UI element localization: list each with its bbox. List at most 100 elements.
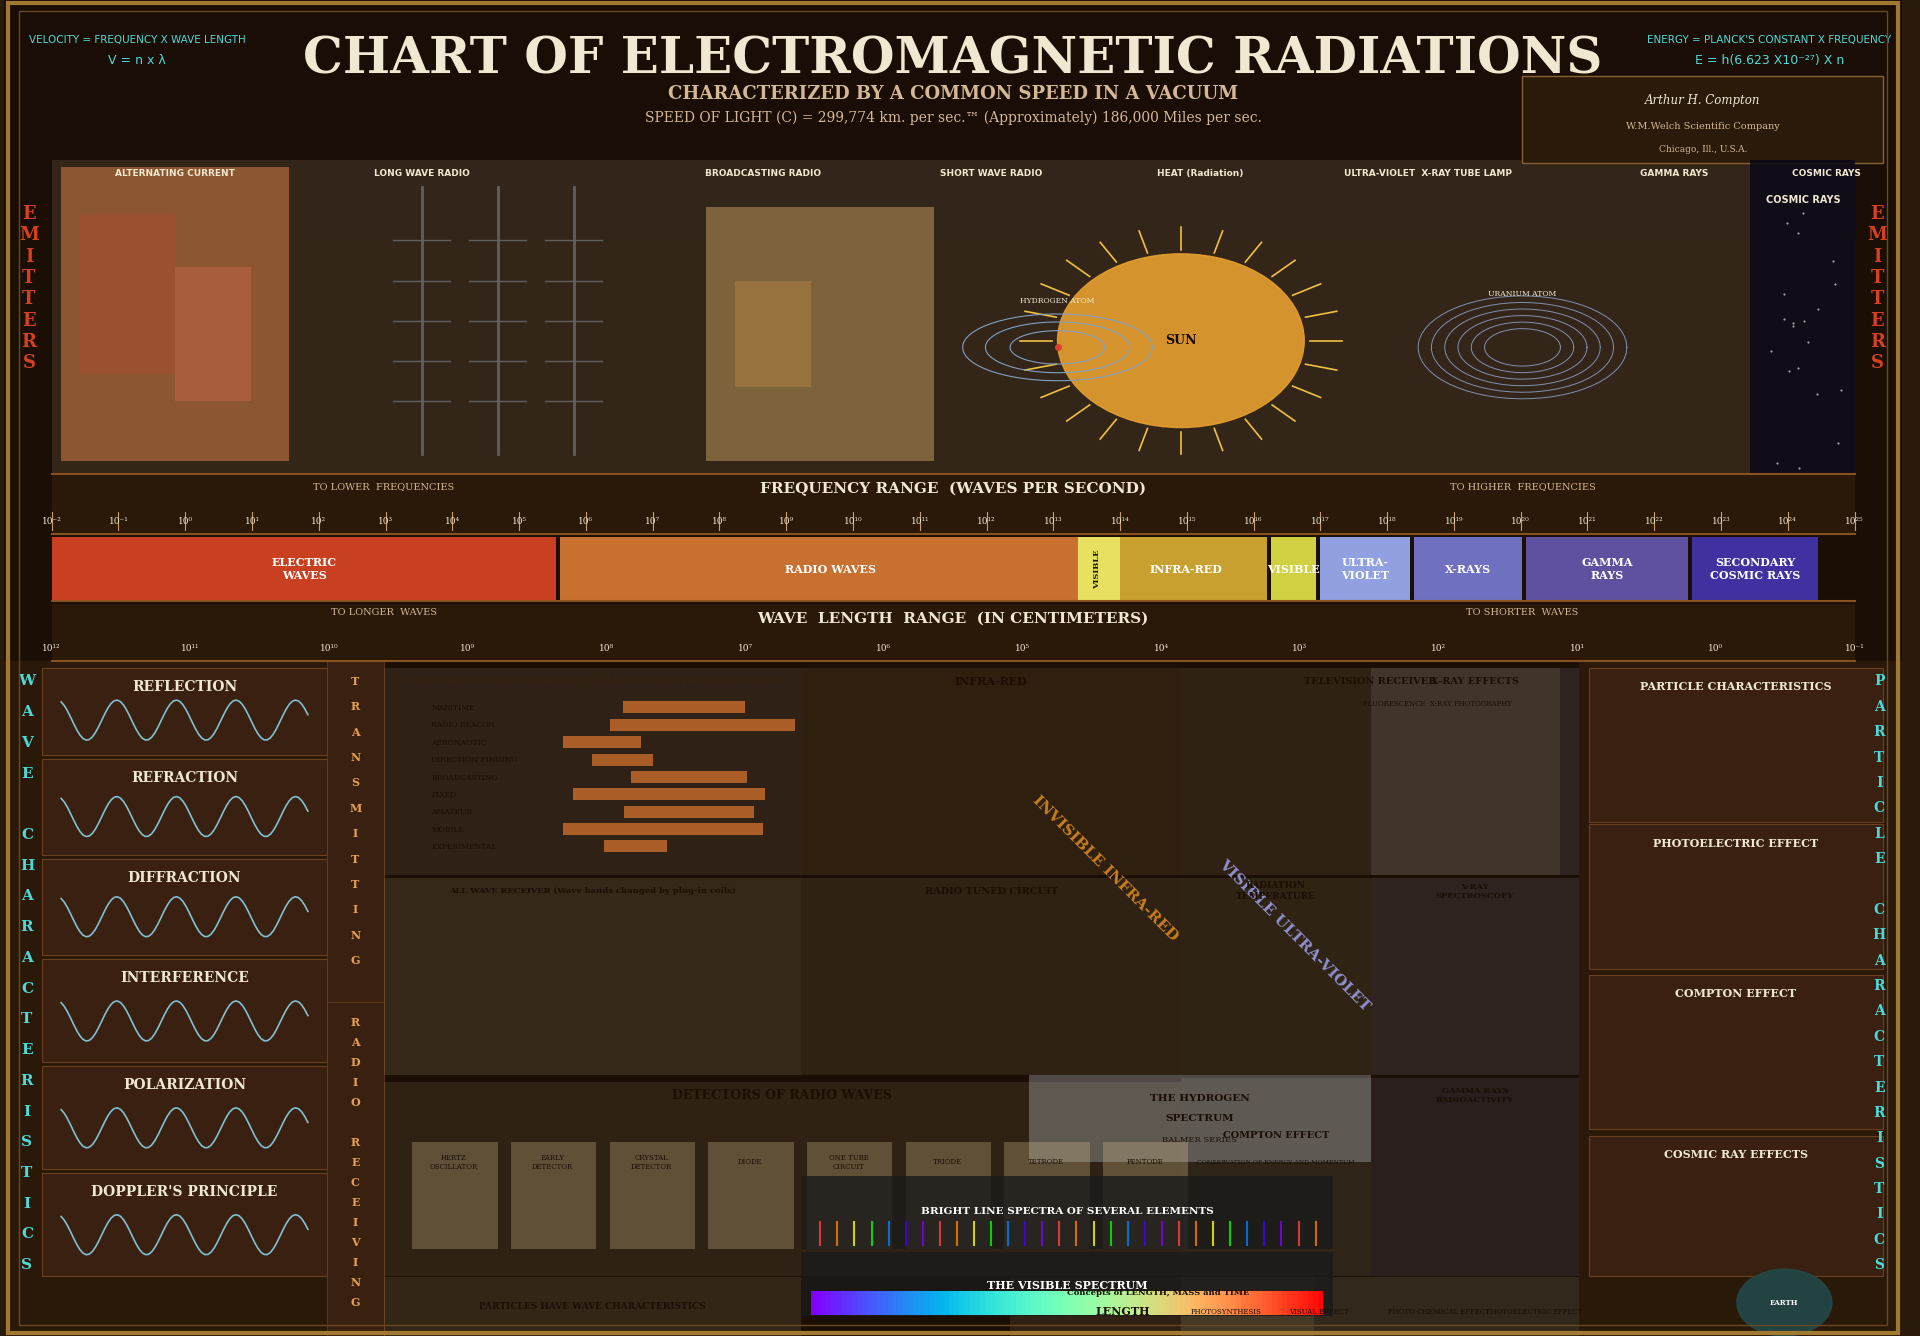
- Bar: [1164, 1291, 1169, 1315]
- Text: Concepts of LENGTH, MASS and TIME: Concepts of LENGTH, MASS and TIME: [1068, 1289, 1250, 1297]
- Bar: [735, 281, 810, 387]
- Bar: [822, 1291, 826, 1315]
- Bar: [4, 0, 1903, 240]
- Bar: [52, 160, 1855, 474]
- Bar: [801, 668, 1181, 875]
- Bar: [1179, 1291, 1185, 1315]
- Bar: [1123, 1291, 1129, 1315]
- Text: RADIO TUNED CIRCUIT: RADIO TUNED CIRCUIT: [925, 887, 1058, 895]
- Text: POLARIZATION: POLARIZATION: [123, 1078, 246, 1092]
- Text: I: I: [1876, 1208, 1884, 1221]
- Text: R: R: [21, 333, 36, 351]
- Text: 10⁷: 10⁷: [737, 644, 753, 653]
- Text: CRYSTAL
DETECTOR: CRYSTAL DETECTOR: [632, 1154, 672, 1170]
- Text: RADIO WAVES: RADIO WAVES: [785, 564, 876, 574]
- Bar: [841, 1291, 847, 1315]
- Bar: [1029, 1075, 1371, 1162]
- Bar: [1031, 1291, 1037, 1315]
- Bar: [1298, 1291, 1302, 1315]
- Text: TRIODE: TRIODE: [933, 1158, 962, 1166]
- Text: 10⁹: 10⁹: [780, 517, 793, 525]
- Bar: [1313, 1291, 1317, 1315]
- Text: T: T: [351, 879, 359, 890]
- Text: S: S: [1874, 1259, 1884, 1272]
- Bar: [1071, 1291, 1077, 1315]
- Bar: [954, 1291, 960, 1315]
- Text: SECONDARY
COSMIC RAYS: SECONDARY COSMIC RAYS: [1711, 557, 1801, 581]
- Bar: [856, 1291, 862, 1315]
- Text: VISIBLE ULTRA-VIOLET: VISIBLE ULTRA-VIOLET: [1217, 856, 1373, 1014]
- Text: H: H: [19, 859, 35, 872]
- Bar: [52, 474, 1855, 534]
- Bar: [1308, 1291, 1313, 1315]
- Bar: [708, 1142, 793, 1249]
- Bar: [1256, 1291, 1261, 1315]
- Text: R: R: [351, 1017, 359, 1027]
- Text: REFLECTION: REFLECTION: [132, 680, 238, 693]
- Bar: [582, 806, 739, 818]
- Bar: [887, 1291, 893, 1315]
- Bar: [1277, 1291, 1283, 1315]
- Bar: [1319, 537, 1409, 601]
- Text: TETRODE: TETRODE: [1027, 1158, 1064, 1166]
- Text: S: S: [1870, 354, 1884, 373]
- Bar: [384, 668, 801, 875]
- Text: DIFFRACTION: DIFFRACTION: [129, 871, 242, 884]
- Text: T: T: [1870, 269, 1884, 287]
- Text: MARITIME: MARITIME: [432, 704, 474, 712]
- Text: CONSERVATION OF ENERGY AND MOMENTUM: CONSERVATION OF ENERGY AND MOMENTUM: [1196, 1160, 1356, 1165]
- Bar: [862, 1291, 868, 1315]
- Text: I: I: [23, 1197, 31, 1210]
- Bar: [42, 668, 326, 755]
- Text: DOPPLER'S PRINCIPLE: DOPPLER'S PRINCIPLE: [92, 1185, 278, 1198]
- Bar: [326, 1002, 384, 1336]
- Text: 10²: 10²: [311, 517, 326, 525]
- Bar: [1092, 1291, 1098, 1315]
- Text: 10²²: 10²²: [1645, 517, 1663, 525]
- Bar: [1413, 537, 1523, 601]
- Text: R: R: [1874, 725, 1885, 739]
- Text: 10¹³: 10¹³: [1044, 517, 1062, 525]
- Text: EARTH: EARTH: [1770, 1299, 1799, 1307]
- Bar: [1231, 1291, 1236, 1315]
- Bar: [1371, 878, 1580, 1075]
- Bar: [985, 1291, 991, 1315]
- Bar: [1190, 1291, 1194, 1315]
- Bar: [948, 1291, 954, 1315]
- Bar: [945, 1291, 948, 1315]
- Text: TELEVISION RECEIVER: TELEVISION RECEIVER: [1304, 677, 1436, 685]
- Text: T: T: [1874, 751, 1884, 764]
- Text: RADIATION
TEMPERATURE: RADIATION TEMPERATURE: [1236, 882, 1315, 900]
- Bar: [1175, 1291, 1179, 1315]
- Text: URANIUM ATOM: URANIUM ATOM: [1488, 290, 1557, 298]
- Text: COMPTON EFFECT: COMPTON EFFECT: [1676, 989, 1797, 999]
- Text: Chicago, Ill., U.S.A.: Chicago, Ill., U.S.A.: [1659, 146, 1747, 154]
- Text: 10¹²: 10¹²: [42, 644, 61, 653]
- Text: C: C: [21, 828, 33, 842]
- Bar: [995, 1291, 1000, 1315]
- Text: MOBILE: MOBILE: [432, 826, 465, 834]
- Bar: [1580, 661, 1903, 1336]
- Text: I: I: [1874, 247, 1882, 266]
- Text: I: I: [1876, 1132, 1884, 1145]
- Bar: [1004, 1142, 1091, 1249]
- Circle shape: [1738, 1269, 1832, 1336]
- Text: THE HYDROGEN: THE HYDROGEN: [1150, 1094, 1250, 1102]
- Bar: [1037, 1291, 1041, 1315]
- Text: R: R: [21, 1074, 33, 1088]
- Text: 10¹²: 10¹²: [977, 517, 996, 525]
- Text: ULTRA-VIOLET  X-RAY TUBE LAMP: ULTRA-VIOLET X-RAY TUBE LAMP: [1344, 170, 1511, 178]
- Text: V: V: [21, 736, 33, 749]
- Bar: [1108, 1291, 1114, 1315]
- Text: I: I: [353, 828, 357, 839]
- Bar: [52, 537, 557, 601]
- Text: T: T: [1874, 1182, 1884, 1196]
- Text: PHOTOELECTRIC EFFECT: PHOTOELECTRIC EFFECT: [1653, 838, 1818, 848]
- Text: GAMMA RAYS
RADIOACTIVITY: GAMMA RAYS RADIOACTIVITY: [1436, 1088, 1515, 1104]
- Text: ELECTRIC
WAVES: ELECTRIC WAVES: [271, 557, 336, 581]
- Text: S: S: [21, 1136, 33, 1149]
- Text: CHART OF ELECTROMAGNETIC RADIATIONS: CHART OF ELECTROMAGNETIC RADIATIONS: [303, 36, 1603, 84]
- Text: PARTICLES HAVE WAVE CHARACTERISTICS: PARTICLES HAVE WAVE CHARACTERISTICS: [480, 1303, 707, 1311]
- Bar: [960, 1291, 964, 1315]
- Text: ALTERNATING CURRENT: ALTERNATING CURRENT: [115, 170, 234, 178]
